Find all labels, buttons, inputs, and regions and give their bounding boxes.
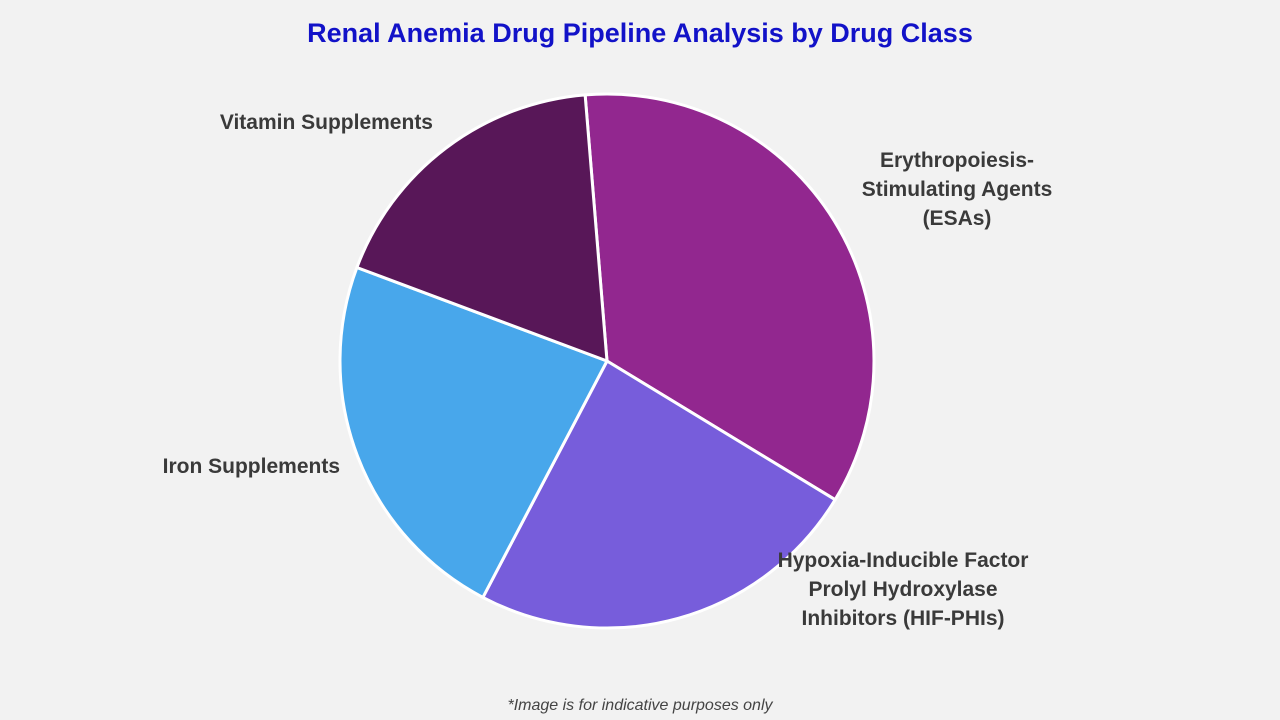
pie-slice (338, 265, 609, 599)
footnote: *Image is for indicative purposes only (507, 697, 773, 714)
slice-label: Vitamin Supplements (219, 111, 433, 134)
chart-title: Renal Anemia Drug Pipeline Analysis by D… (307, 18, 973, 48)
pie-slice (355, 93, 609, 363)
pie-slice (481, 359, 837, 630)
slice-label: Erythropoiesis-Stimulating Agents (ESAs) (861, 149, 1053, 230)
slice-label: Hypoxia-Inducible Factor Prolyl Hydroxyl… (777, 549, 1029, 630)
slice-label: Iron Supplements (162, 455, 340, 478)
pie-slice (583, 92, 876, 502)
